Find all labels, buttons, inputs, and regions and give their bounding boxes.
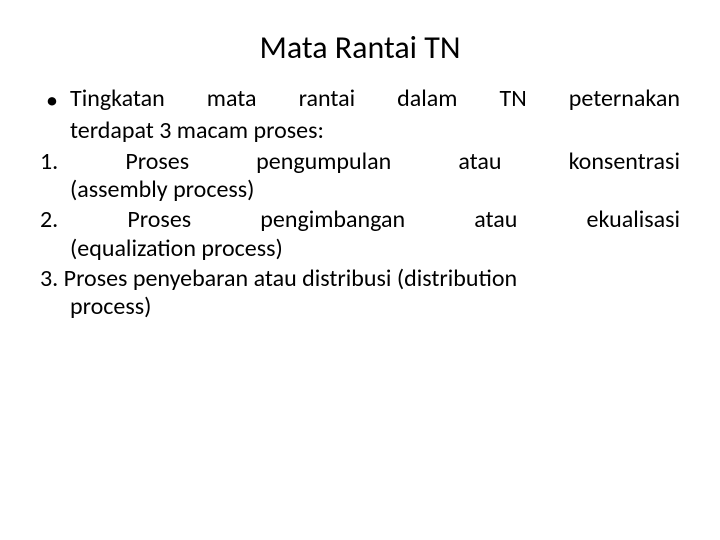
bullet-text-line2: terdapat 3 macam proses: — [70, 117, 680, 145]
list-item: 2. Proses pengimbangan atau ekualisasi (… — [40, 206, 680, 263]
list-item-line2: (assembly process) — [70, 176, 680, 204]
item-word: atau — [458, 147, 501, 176]
item-word: ekualisasi — [587, 205, 680, 234]
slide: Mata Rantai TN • Tingkatan mata rantai d… — [0, 0, 720, 540]
item-word: Proses — [125, 147, 189, 176]
list-item-line1: 3. Proses penyebaran atau distribusi (di… — [40, 265, 680, 293]
bullet-text-line1: Tingkatan mata rantai dalam TN peternaka… — [70, 85, 680, 113]
list-item: 3. Proses penyebaran atau distribusi (di… — [40, 265, 680, 322]
item-word: Proses — [127, 205, 191, 234]
item-text: Proses penyebaran atau distribusi (distr… — [64, 264, 517, 293]
item-word: pengimbangan — [260, 205, 405, 234]
list-item-line2: process) — [70, 293, 680, 321]
item-word: pengumpulan — [256, 147, 391, 176]
item-word: atau — [474, 205, 517, 234]
item-word: konsentrasi — [569, 147, 680, 176]
list-item-line2: (equalization process) — [70, 235, 680, 263]
item-number: 3. — [40, 264, 58, 293]
bullet-icon: • — [46, 85, 70, 115]
item-number: 1. — [40, 147, 58, 176]
list-item-line1: 1. Proses pengumpulan atau konsentrasi — [40, 148, 680, 176]
item-number: 2. — [40, 205, 58, 234]
list-item: 1. Proses pengumpulan atau konsentrasi (… — [40, 148, 680, 205]
list-item-line1: 2. Proses pengimbangan atau ekualisasi — [40, 206, 680, 234]
slide-body: • Tingkatan mata rantai dalam TN peterna… — [40, 85, 680, 322]
slide-title: Mata Rantai TN — [40, 28, 680, 67]
bullet-item: • Tingkatan mata rantai dalam TN peterna… — [46, 85, 680, 115]
